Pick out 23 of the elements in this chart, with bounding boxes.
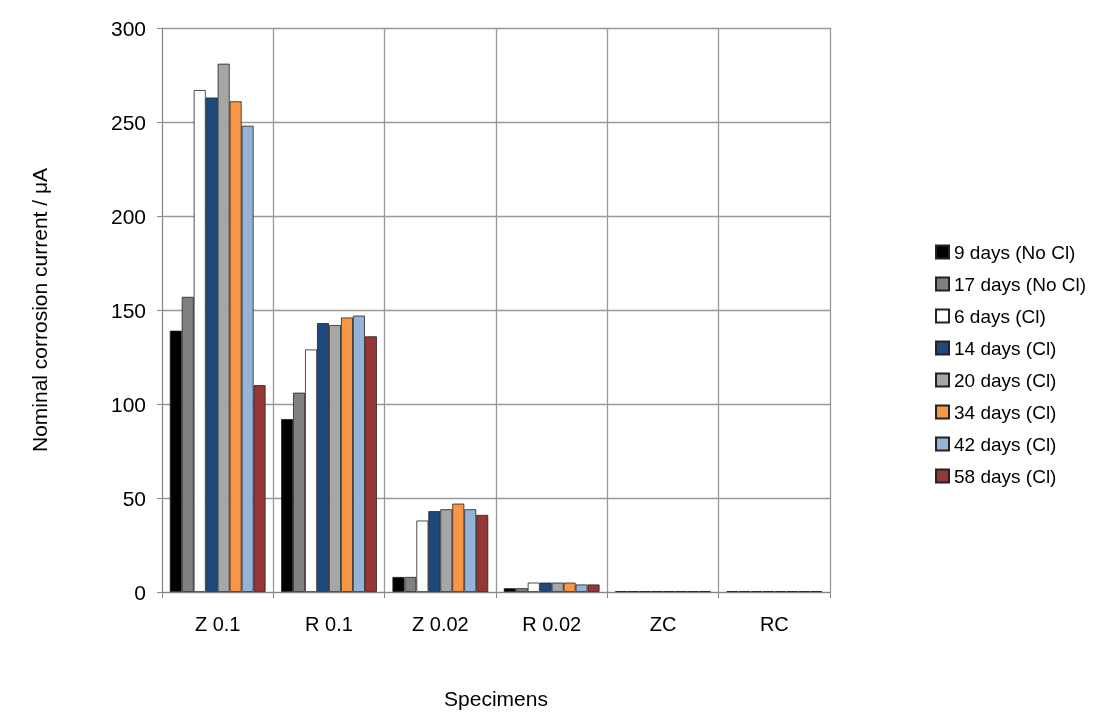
x-axis-title: Specimens xyxy=(444,687,548,710)
y-tick-label: 100 xyxy=(110,392,146,416)
x-tick-label: Z 0.02 xyxy=(411,613,469,635)
legend-label: 17 days (No Cl) xyxy=(954,273,1087,295)
y-tick-label: 150 xyxy=(110,298,146,322)
legend-label: 9 days (No Cl) xyxy=(954,241,1076,263)
legend-label: 34 days (Cl) xyxy=(954,401,1057,423)
y-tick-label: 300 xyxy=(110,16,146,40)
y-axis-title: Nominal corrosion current / μA xyxy=(28,167,51,453)
x-tick-label: ZC xyxy=(649,613,677,635)
legend-label: 42 days (Cl) xyxy=(954,433,1057,455)
y-tick-label: 200 xyxy=(110,204,146,228)
y-tick-label: 50 xyxy=(122,486,146,510)
y-tick-label: 0 xyxy=(134,580,146,604)
x-tick-label: RC xyxy=(759,613,789,635)
legend-label: 58 days (Cl) xyxy=(954,465,1057,487)
x-tick-label: R 0.1 xyxy=(305,613,353,635)
y-tick-label: 250 xyxy=(110,110,146,134)
x-tick-label: R 0.02 xyxy=(522,613,582,635)
legend-label: 20 days (Cl) xyxy=(954,369,1057,391)
legend-label: 14 days (Cl) xyxy=(954,337,1057,359)
legend-label: 6 days (Cl) xyxy=(954,305,1046,327)
x-tick-label: Z 0.1 xyxy=(194,613,241,635)
